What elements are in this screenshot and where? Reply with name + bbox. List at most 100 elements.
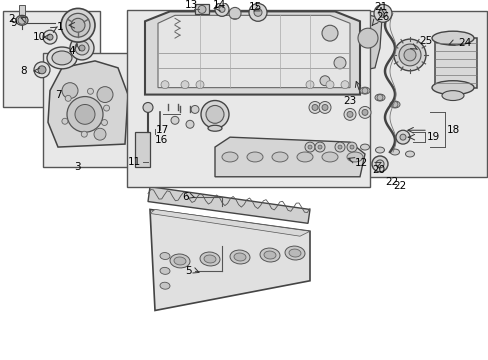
Circle shape: [378, 9, 386, 17]
Polygon shape: [158, 15, 349, 87]
Ellipse shape: [47, 47, 77, 69]
Text: 6: 6: [182, 192, 188, 202]
Text: 3: 3: [74, 162, 81, 172]
Ellipse shape: [390, 149, 399, 155]
Circle shape: [325, 81, 333, 89]
Polygon shape: [150, 210, 309, 310]
Circle shape: [61, 8, 95, 42]
Circle shape: [198, 5, 205, 13]
Ellipse shape: [375, 147, 384, 153]
Text: 14: 14: [213, 0, 226, 10]
Circle shape: [253, 8, 262, 16]
Circle shape: [317, 145, 321, 149]
Circle shape: [403, 49, 415, 61]
Bar: [434, 38, 476, 87]
Text: 1: 1: [57, 22, 63, 32]
Text: 2: 2: [8, 14, 15, 24]
Text: 5: 5: [184, 266, 191, 276]
Circle shape: [305, 142, 314, 152]
Bar: [135, 132, 150, 167]
Text: 16: 16: [155, 135, 168, 145]
Ellipse shape: [271, 152, 287, 162]
Circle shape: [361, 87, 367, 94]
Circle shape: [75, 41, 89, 55]
Polygon shape: [48, 61, 128, 147]
Text: 13: 13: [184, 0, 198, 10]
Text: 7: 7: [55, 90, 61, 100]
Ellipse shape: [389, 101, 399, 108]
Ellipse shape: [229, 250, 249, 264]
Circle shape: [161, 81, 169, 89]
Circle shape: [201, 100, 228, 128]
Circle shape: [102, 120, 107, 126]
Circle shape: [371, 156, 387, 172]
Ellipse shape: [174, 257, 185, 265]
Ellipse shape: [63, 21, 81, 33]
Ellipse shape: [160, 252, 170, 260]
Circle shape: [305, 81, 313, 89]
Circle shape: [81, 131, 87, 137]
Circle shape: [228, 8, 241, 19]
Circle shape: [94, 128, 106, 140]
Ellipse shape: [170, 254, 190, 268]
Ellipse shape: [296, 152, 312, 162]
Text: 24: 24: [457, 38, 470, 48]
Circle shape: [314, 142, 325, 152]
Bar: [195, 4, 208, 14]
Ellipse shape: [374, 94, 384, 101]
Circle shape: [319, 76, 329, 86]
Circle shape: [395, 130, 409, 144]
Circle shape: [308, 102, 320, 113]
Ellipse shape: [264, 251, 275, 259]
Ellipse shape: [260, 248, 280, 262]
Ellipse shape: [405, 151, 414, 157]
Circle shape: [62, 83, 78, 99]
Text: 26: 26: [375, 12, 388, 22]
Text: 21: 21: [373, 3, 386, 13]
Circle shape: [38, 66, 46, 74]
Bar: [299, 12, 486, 177]
Ellipse shape: [207, 125, 222, 131]
Circle shape: [18, 16, 26, 24]
Circle shape: [87, 88, 93, 94]
Circle shape: [67, 96, 103, 132]
Ellipse shape: [222, 152, 238, 162]
Text: 15: 15: [248, 3, 262, 13]
Ellipse shape: [62, 16, 82, 30]
Circle shape: [79, 45, 85, 51]
Ellipse shape: [288, 249, 301, 257]
Text: 4: 4: [68, 46, 75, 56]
Ellipse shape: [200, 252, 220, 266]
Circle shape: [361, 109, 367, 115]
Ellipse shape: [234, 253, 245, 261]
Ellipse shape: [321, 152, 337, 162]
Circle shape: [346, 142, 356, 152]
Circle shape: [340, 81, 348, 89]
Bar: [43, 53, 133, 167]
Circle shape: [34, 62, 50, 78]
Circle shape: [181, 81, 189, 89]
Polygon shape: [148, 187, 309, 223]
Text: 25: 25: [418, 36, 431, 46]
Circle shape: [337, 145, 341, 149]
Ellipse shape: [360, 144, 369, 150]
Circle shape: [349, 145, 353, 149]
Circle shape: [373, 4, 391, 22]
Circle shape: [358, 107, 370, 118]
Circle shape: [62, 118, 68, 124]
Circle shape: [103, 105, 109, 111]
Text: 18: 18: [446, 125, 459, 135]
Ellipse shape: [431, 81, 473, 95]
Circle shape: [375, 160, 383, 168]
Circle shape: [307, 145, 311, 149]
Circle shape: [66, 13, 90, 37]
Circle shape: [196, 81, 203, 89]
Polygon shape: [150, 210, 309, 236]
Ellipse shape: [160, 267, 170, 274]
Circle shape: [97, 87, 113, 103]
Circle shape: [393, 39, 425, 71]
Text: 23: 23: [342, 95, 356, 105]
Circle shape: [191, 105, 199, 113]
Ellipse shape: [285, 246, 305, 260]
Ellipse shape: [246, 152, 263, 162]
